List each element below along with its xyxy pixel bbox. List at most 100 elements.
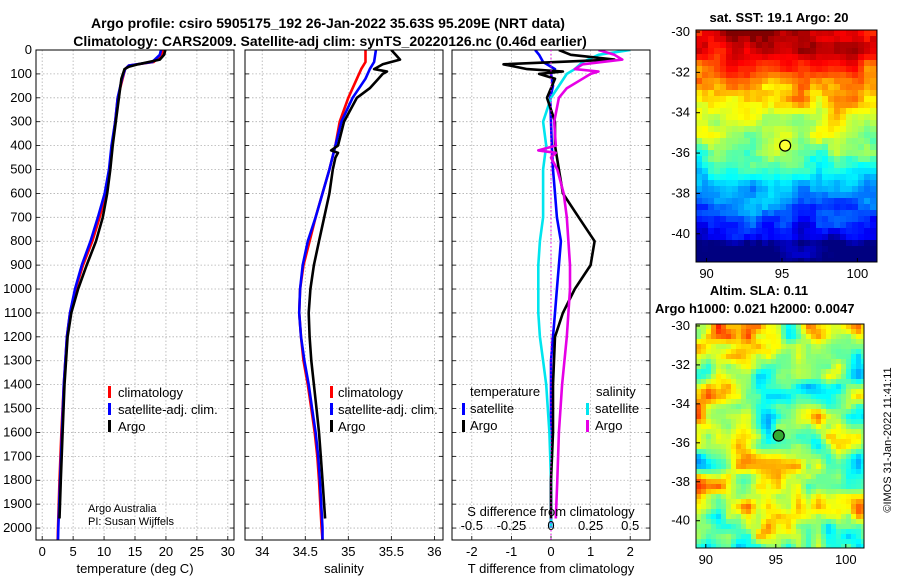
sla-cell [771, 329, 777, 335]
sst-cell [708, 36, 715, 43]
sla-cell [756, 379, 762, 385]
x-tick-label: 0 [39, 544, 46, 559]
sla-cell [741, 434, 747, 440]
sst-cell [714, 240, 721, 247]
sla-cell [806, 394, 812, 400]
sst-cell [762, 114, 769, 121]
sla-cell [781, 489, 787, 495]
sst-cell [858, 108, 865, 115]
sla-cell [851, 509, 857, 515]
sla-cell [731, 324, 737, 330]
sla-cell [811, 474, 817, 480]
sst-cell [792, 228, 799, 235]
sla-cell [786, 329, 792, 335]
sla-cell [821, 454, 827, 460]
sla-cell [861, 329, 865, 335]
sla-cell [721, 374, 727, 380]
sst-cell [864, 210, 871, 217]
sst-cell [702, 54, 709, 61]
sst-cell [798, 258, 805, 263]
sla-cell [861, 404, 865, 410]
sla-cell [851, 544, 857, 549]
sst-cell [864, 48, 871, 55]
sla-cell [796, 524, 802, 530]
sst-cell [810, 198, 817, 205]
sla-cell [796, 479, 802, 485]
sst-cell [702, 132, 709, 139]
sla-cell [731, 534, 737, 540]
sla-cell [726, 389, 732, 395]
sla-cell [831, 539, 837, 545]
sla-cell [761, 539, 767, 545]
sla-cell [831, 459, 837, 465]
sla-cell [776, 534, 782, 540]
sst-cell [792, 90, 799, 97]
sst-cell [816, 162, 823, 169]
sst-cell [828, 102, 835, 109]
sst-cell [732, 54, 739, 61]
sla-cell [736, 539, 742, 545]
sla-cell [761, 349, 767, 355]
sla-cell [796, 409, 802, 415]
map-y-tick-label: -36 [671, 435, 690, 450]
sla-cell [741, 399, 747, 405]
sst-cell [738, 150, 745, 157]
sla-cell [821, 429, 827, 435]
sst-cell [774, 108, 781, 115]
sst-cell [750, 96, 757, 103]
sla-cell [766, 499, 772, 505]
sst-cell [792, 84, 799, 91]
sla-cell [706, 354, 712, 360]
sla-cell [776, 364, 782, 370]
imos-timestamp: ©IMOS 31-Jan-2022 11:41:11 [882, 367, 894, 512]
sla-cell [836, 449, 842, 455]
sst-cell [738, 180, 745, 187]
sla-cell [746, 349, 752, 355]
sla-cell [756, 499, 762, 505]
sst-cell [840, 186, 847, 193]
sla-cell [781, 439, 787, 445]
sla-cell [726, 344, 732, 350]
sst-cell [870, 162, 877, 169]
sla-cell [701, 514, 707, 520]
sla-cell [726, 544, 732, 549]
sla-cell [706, 484, 712, 490]
sla-cell [716, 479, 722, 485]
sla-cell [716, 544, 722, 549]
sst-cell [870, 156, 877, 163]
sla-cell [741, 404, 747, 410]
sla-cell [846, 449, 852, 455]
sst-cell [852, 162, 859, 169]
sst-cell [816, 90, 823, 97]
sst-cell [828, 42, 835, 49]
sla-cell [801, 334, 807, 340]
sla-cell [836, 504, 842, 510]
sla-cell [826, 524, 832, 530]
sst-cell [816, 204, 823, 211]
sla-cell [751, 534, 757, 540]
sla-cell [851, 374, 857, 380]
sst-cell [804, 102, 811, 109]
sst-cell [714, 180, 721, 187]
sla-cell [826, 349, 832, 355]
sst-cell [780, 186, 787, 193]
sst-cell [732, 258, 739, 263]
sst-cell [804, 120, 811, 127]
sla-cell [776, 499, 782, 505]
sst-cell [786, 150, 793, 157]
sla-cell [846, 479, 852, 485]
sla-cell [741, 544, 747, 549]
sst-cell [720, 96, 727, 103]
sst-cell [714, 234, 721, 241]
sla-cell [706, 494, 712, 500]
sla-cell [796, 424, 802, 430]
sst-cell [840, 48, 847, 55]
sla-cell [726, 399, 732, 405]
sla-cell [831, 404, 837, 410]
sst-cell [840, 216, 847, 223]
sla-cell [726, 329, 732, 335]
sla-cell [796, 334, 802, 340]
sst-cell [768, 60, 775, 67]
sla-cell [726, 369, 732, 375]
sst-cell [840, 192, 847, 199]
